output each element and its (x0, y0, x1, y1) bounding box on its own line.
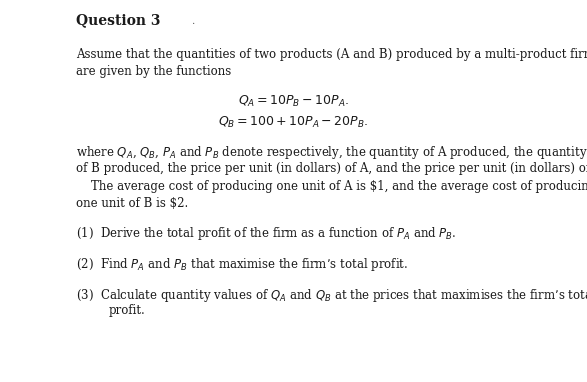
Text: The average cost of producing one unit of A is $1, and the average cost of produ: The average cost of producing one unit o… (76, 180, 587, 193)
Text: are given by the functions: are given by the functions (76, 65, 231, 78)
Text: $Q_A = 10P_B - 10P_A.$: $Q_A = 10P_B - 10P_A.$ (238, 94, 349, 109)
Text: (3)  Calculate quantity values of $Q_A$ and $Q_B$ at the prices that maximises t: (3) Calculate quantity values of $Q_A$ a… (76, 286, 587, 304)
Text: Question 3: Question 3 (76, 13, 161, 28)
Text: where $Q_A$, $Q_B$, $P_A$ and $P_B$ denote respectively, the quantity of A produ: where $Q_A$, $Q_B$, $P_A$ and $P_B$ deno… (76, 144, 587, 162)
Text: of B produced, the price per unit (in dollars) of A, and the price per unit (in : of B produced, the price per unit (in do… (76, 162, 587, 175)
Text: $Q_B = 100 + 10P_A - 20P_B.$: $Q_B = 100 + 10P_A - 20P_B.$ (218, 115, 369, 130)
Text: one unit of B is $2.: one unit of B is $2. (76, 197, 188, 210)
Text: .: . (191, 17, 194, 26)
Text: (2)  Find $P_A$ and $P_B$ that maximise the firm’s total profit.: (2) Find $P_A$ and $P_B$ that maximise t… (76, 256, 409, 273)
Text: (1)  Derive the total profit of the firm as a function of $P_A$ and $P_B$.: (1) Derive the total profit of the firm … (76, 225, 457, 243)
Text: Assume that the quantities of two products (A and B) produced by a multi-product: Assume that the quantities of two produc… (76, 48, 587, 61)
Text: profit.: profit. (109, 304, 146, 317)
